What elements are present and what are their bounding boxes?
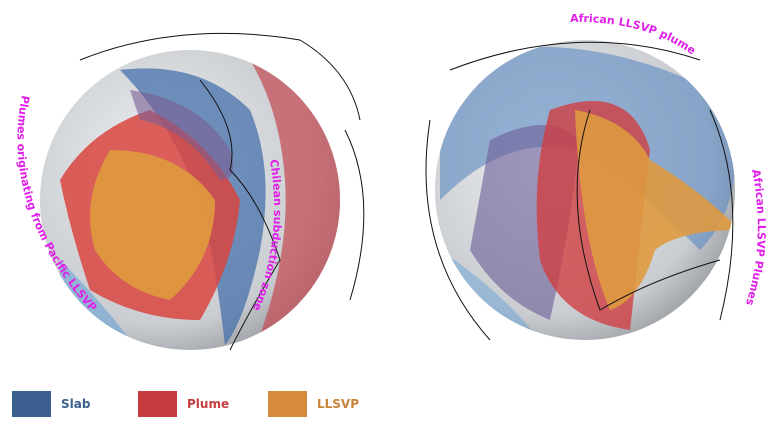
legend-item-plume: Plume <box>138 391 229 417</box>
llsvp-region <box>575 110 735 310</box>
llsvp-swatch <box>268 391 307 417</box>
legend: Slab Plume LLSVP <box>0 391 420 425</box>
annotation-african-plumes: African LLSVP Plumes <box>743 168 768 307</box>
legend-label: Slab <box>61 397 91 411</box>
right-globe: African LLSVP plume African LLSVP Plumes <box>425 12 768 341</box>
plume-swatch <box>138 391 177 417</box>
llsvp-region <box>90 150 215 300</box>
plume-region <box>250 60 340 335</box>
legend-label: LLSVP <box>317 397 360 411</box>
legend-label: Plume <box>187 397 230 411</box>
slab-region <box>120 68 266 345</box>
legend-item-llsvp: LLSVP <box>268 391 359 417</box>
legend-item-slab: Slab <box>12 391 90 417</box>
left-globe: Plumes originating from Pacific LLSVP Ch… <box>14 32 365 351</box>
slab-swatch <box>12 391 51 417</box>
